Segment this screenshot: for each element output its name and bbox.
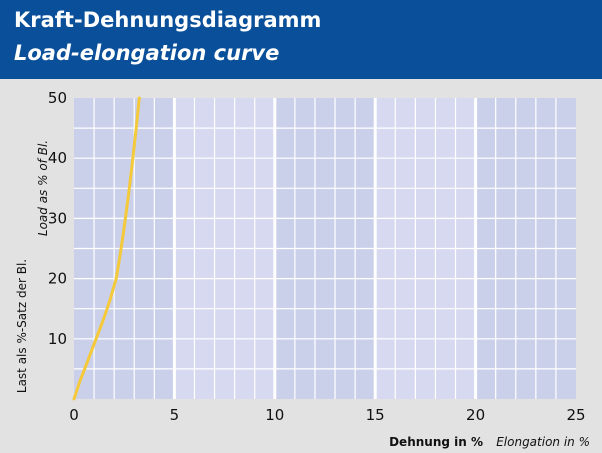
y-tick-label: 30 xyxy=(48,209,67,227)
x-tick-label: 20 xyxy=(466,406,485,424)
x-axis-label-de: Dehnung in % xyxy=(389,435,483,449)
series-group xyxy=(72,96,141,401)
y-tick-label: 50 xyxy=(48,89,67,107)
gridlines xyxy=(74,98,576,399)
y-tick-label: 40 xyxy=(48,149,67,167)
x-tick-label: 0 xyxy=(69,406,79,424)
x-axis-label-en: Elongation in % xyxy=(496,435,590,449)
y-tick-label: 10 xyxy=(48,330,67,348)
y-axis-ticks: 10 20 30 40 50 xyxy=(48,89,67,348)
series-line xyxy=(72,96,141,401)
y-axis-label-en: Load as % of Bl. xyxy=(36,140,50,236)
x-tick-label: 25 xyxy=(566,406,585,424)
chart-header: Kraft-Dehnungsdiagramm Load-elongation c… xyxy=(0,0,602,79)
x-tick-label: 5 xyxy=(170,406,180,424)
chart-title: Kraft-Dehnungsdiagramm xyxy=(14,8,322,32)
x-tick-label: 10 xyxy=(265,406,284,424)
chart-subtitle: Load-elongation curve xyxy=(14,41,280,65)
x-tick-label: 15 xyxy=(366,406,385,424)
y-axis-label-de: Last als %-Satz der Bl. xyxy=(15,259,29,393)
x-axis-ticks: 0 5 10 15 20 25 xyxy=(69,406,585,424)
y-tick-label: 20 xyxy=(48,270,67,288)
